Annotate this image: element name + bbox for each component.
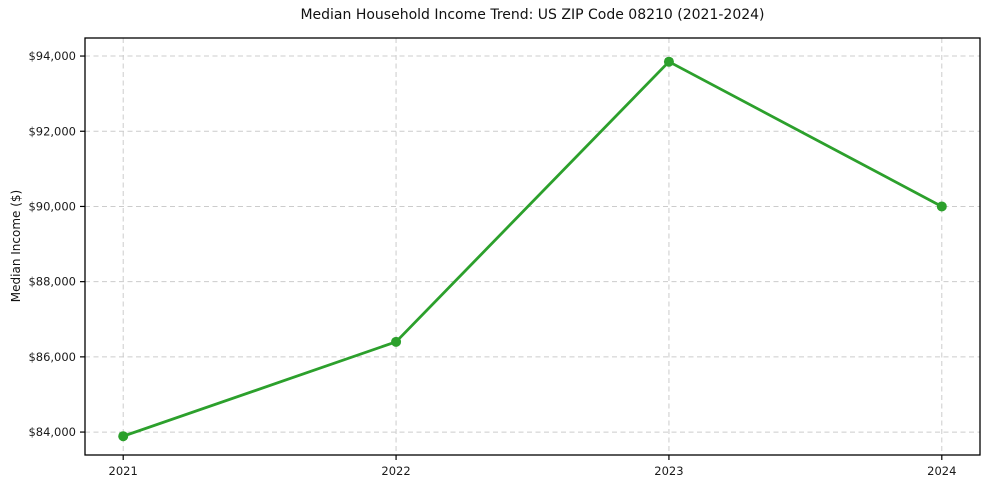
axis-ticks	[80, 55, 943, 460]
y-tick-label: $92,000	[28, 124, 76, 138]
plot-border	[84, 37, 981, 456]
axis-tick-labels: $84,000 $86,000 $88,000 $90,000 $92,000 $94,0…	[28, 49, 956, 478]
data-point-marker	[391, 336, 402, 347]
y-tick-label: $90,000	[28, 199, 76, 213]
x-tick-label: 2022	[381, 464, 410, 478]
y-tick-label: $94,000	[28, 49, 76, 63]
x-tick-label: 2023	[654, 464, 683, 478]
x-tick-label: 2024	[927, 464, 956, 478]
data-point-marker	[663, 56, 674, 67]
gridlines	[85, 38, 980, 455]
x-tick-label: 2021	[109, 464, 138, 478]
y-tick-label: $88,000	[28, 275, 76, 289]
y-tick-label: $84,000	[28, 425, 76, 439]
y-tick-label: $86,000	[28, 350, 76, 364]
series-line	[121, 60, 944, 438]
data-point-marker	[936, 201, 947, 212]
data-point-marker	[118, 431, 129, 442]
series-markers	[118, 56, 947, 442]
chart-title: Median Household Income Trend: US ZIP Co…	[300, 7, 765, 23]
